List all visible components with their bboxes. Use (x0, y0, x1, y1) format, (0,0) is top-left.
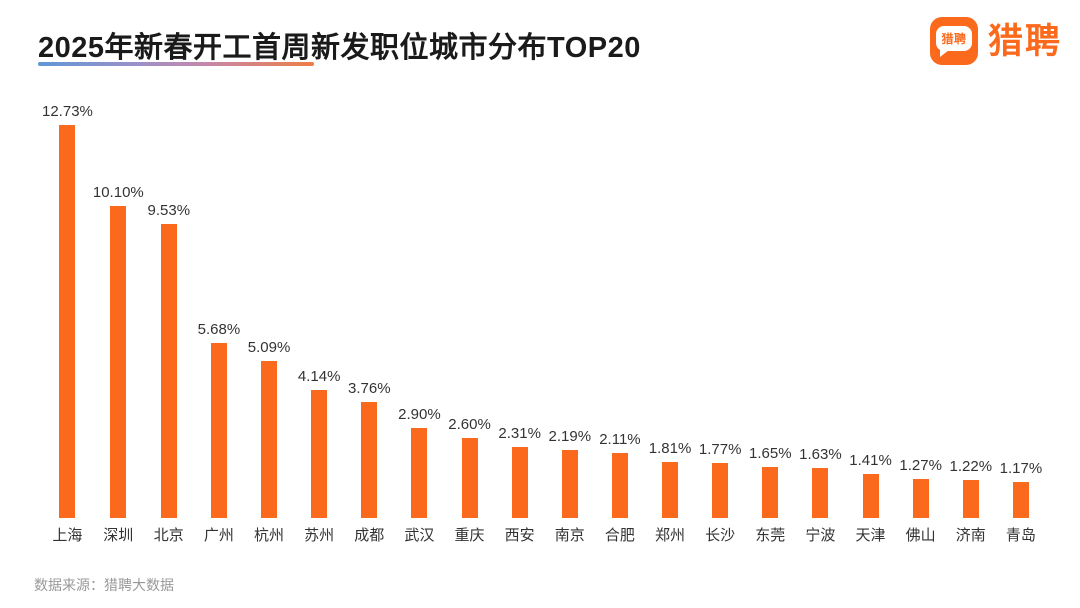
bar-value-label: 1.81% (648, 439, 692, 457)
bar-column: 5.68% 广州 (194, 95, 244, 545)
x-axis-label: 东莞 (755, 527, 786, 544)
bar-value-label: 1.77% (698, 440, 742, 458)
bar-column: 9.53% 北京 (144, 95, 194, 545)
bar (261, 361, 278, 518)
page-title: 2025年新春开工首周新发职位城市分布TOP20 (38, 32, 641, 64)
bar-value-label: 2.60% (448, 415, 491, 433)
bar-column: 1.17% 青岛 (996, 95, 1046, 545)
bar-column: 2.90% 武汉 (394, 95, 444, 545)
bar (361, 402, 378, 518)
bar (812, 468, 829, 518)
x-axis-label: 济南 (955, 527, 986, 544)
bar (912, 479, 929, 518)
bar (461, 438, 478, 518)
bar-column: 3.76% 成都 (344, 95, 394, 545)
bar (762, 467, 779, 518)
bar-value-label: 2.19% (548, 427, 592, 445)
x-axis-label: 成都 (354, 527, 385, 544)
bar-value-label: 1.41% (849, 451, 892, 469)
bar (561, 450, 578, 518)
bar (411, 428, 428, 518)
bar-value-label: 1.63% (799, 445, 842, 463)
bar-value-label: 3.76% (348, 379, 391, 397)
x-axis-label: 武汉 (404, 527, 435, 544)
bar-column: 1.77% 长沙 (695, 95, 745, 545)
bar-column: 5.09% 杭州 (244, 95, 294, 545)
x-axis-label: 天津 (855, 527, 886, 544)
bar-column: 1.27% 佛山 (896, 95, 946, 545)
bar-column: 1.63% 宁波 (795, 95, 845, 545)
bar (110, 206, 127, 518)
bar (59, 125, 76, 518)
x-axis-label: 上海 (52, 527, 83, 544)
bar (311, 390, 328, 518)
bar (511, 447, 528, 518)
bar (160, 224, 177, 518)
bar-chart: 12.73% 上海 10.10% 深圳 9.53% 北京 5.68% 广州 5.… (42, 95, 1046, 545)
title-underline (38, 62, 314, 66)
bar-column: 10.10% 深圳 (93, 95, 144, 545)
bar-column: 1.41% 天津 (846, 95, 896, 545)
bar (1012, 482, 1029, 518)
x-axis-label: 长沙 (705, 527, 736, 544)
bar (962, 480, 979, 518)
bar-column: 12.73% 上海 (42, 95, 93, 545)
bar (862, 474, 879, 518)
x-axis-label: 重庆 (454, 527, 485, 544)
x-axis-label: 北京 (153, 527, 184, 544)
x-axis-label: 苏州 (304, 527, 335, 544)
x-axis-label: 宁波 (805, 527, 836, 544)
x-axis-label: 佛山 (905, 527, 936, 544)
bar-value-label: 2.11% (599, 430, 641, 448)
data-source-note: 数据来源：猎聘大数据 (34, 577, 174, 593)
bar-column: 4.14% 苏州 (294, 95, 344, 545)
bar-column: 2.11% 合肥 (595, 95, 645, 545)
logo-mark-text: 猎聘 (941, 32, 967, 46)
bar-column: 1.22% 济南 (946, 95, 996, 545)
bar-value-label: 1.17% (999, 459, 1043, 477)
logo-wordmark: 猎聘 (987, 21, 1062, 61)
x-axis-label: 南京 (554, 527, 585, 544)
bar-column: 2.19% 南京 (545, 95, 595, 545)
bar-value-label: 9.53% (147, 201, 191, 219)
x-axis-label: 郑州 (655, 527, 686, 544)
bar-value-label: 1.22% (949, 457, 993, 475)
bar (662, 462, 679, 518)
x-axis-label: 青岛 (1005, 527, 1036, 544)
speech-bubble-icon: 猎聘 (935, 26, 972, 57)
bar-column: 1.65% 东莞 (745, 95, 795, 545)
bar (712, 463, 729, 518)
liepin-logo-icon: 猎聘 (929, 17, 978, 65)
x-axis-label: 广州 (203, 527, 234, 544)
bar (611, 453, 628, 518)
bar-value-label: 4.14% (297, 367, 341, 385)
bar-value-label: 5.68% (197, 320, 241, 338)
x-axis-label: 深圳 (103, 527, 134, 544)
bar-value-label: 5.09% (247, 338, 291, 356)
bar-value-label: 1.65% (749, 444, 792, 462)
bar-column: 2.31% 西安 (495, 95, 545, 545)
bar-column: 1.81% 郑州 (645, 95, 695, 545)
x-axis-label: 合肥 (604, 527, 635, 544)
bar-value-label: 10.10% (92, 183, 144, 201)
x-axis-label: 杭州 (254, 527, 285, 544)
bar-value-label: 12.73% (42, 102, 93, 120)
bar-value-label: 2.31% (498, 424, 541, 442)
bar-column: 2.60% 重庆 (445, 95, 495, 545)
liepin-logo: 猎聘 猎聘 (929, 17, 1062, 65)
bar (210, 343, 227, 518)
x-axis-label: 西安 (504, 527, 535, 544)
bar-value-label: 2.90% (398, 405, 441, 423)
bar-value-label: 1.27% (899, 456, 942, 474)
